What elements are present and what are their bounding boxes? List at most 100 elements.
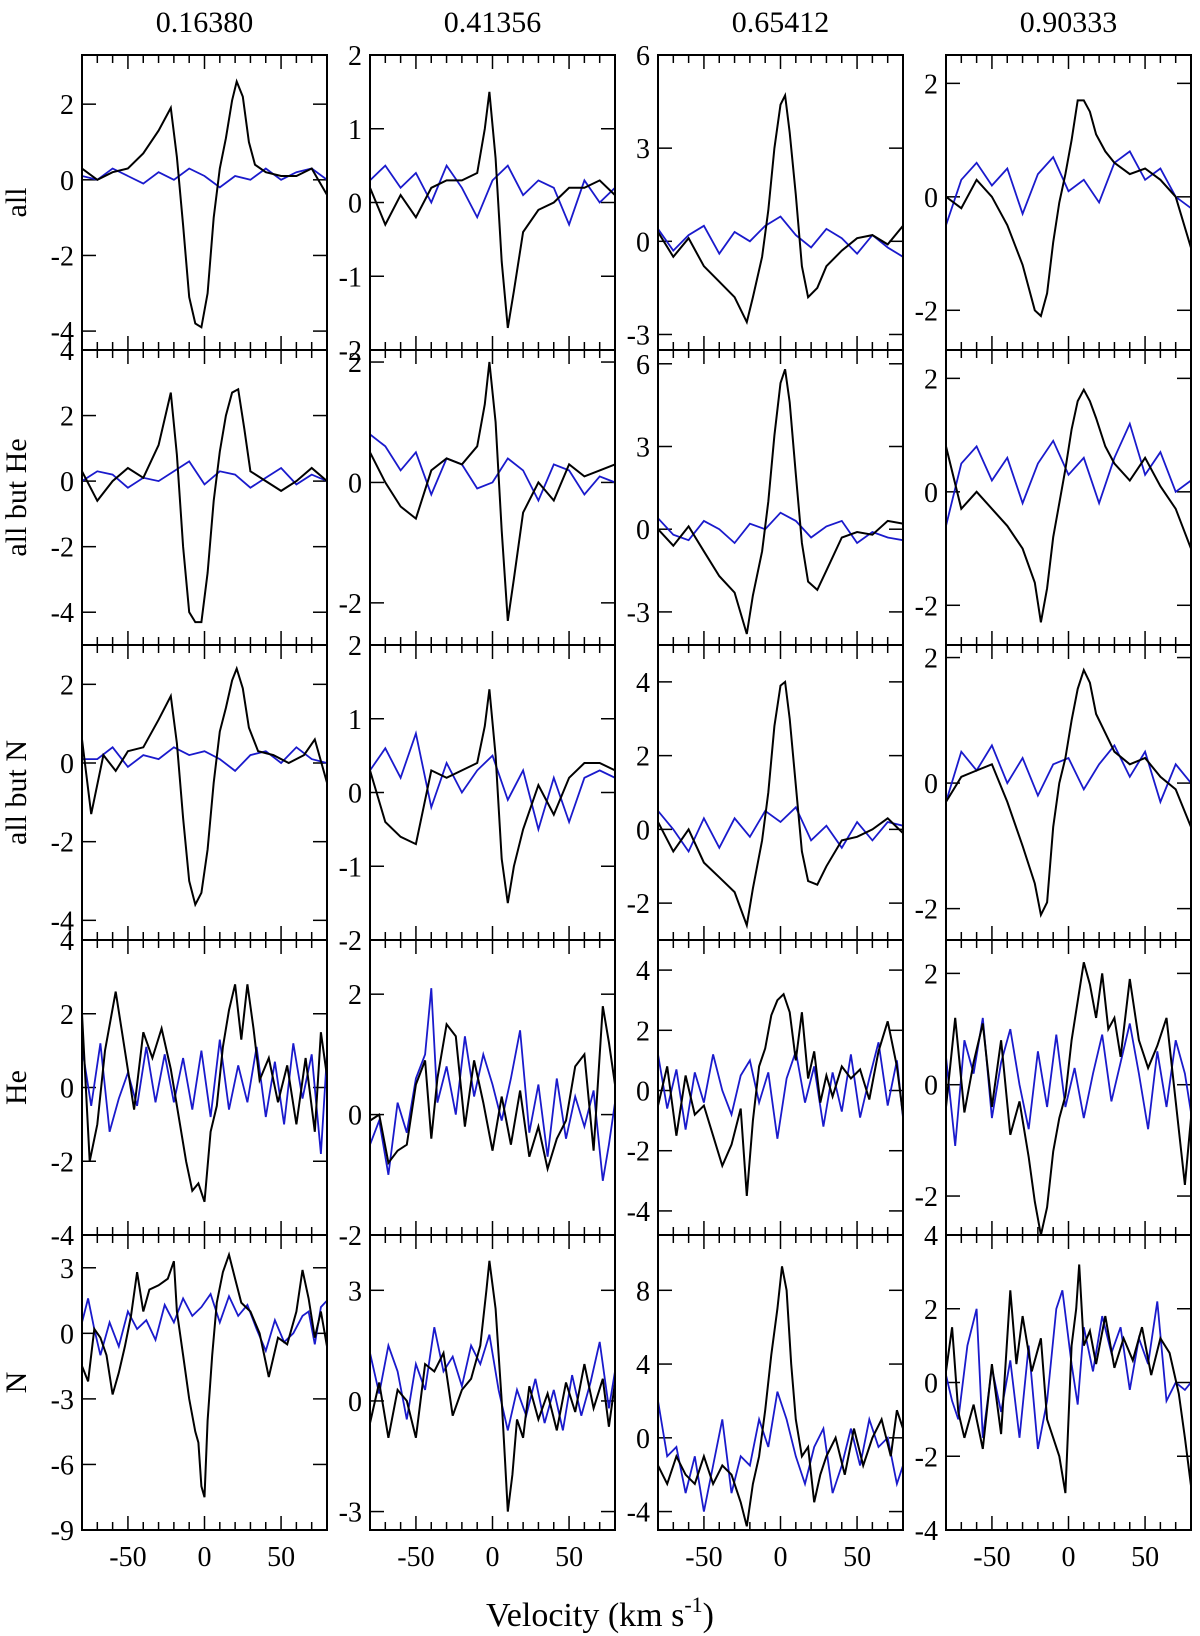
y-tick-label: 0 [924,769,938,800]
y-tick-label: 2 [636,742,650,773]
panel-3-3: -2 0 2 [915,939,1192,1236]
y-tick-label: 3 [636,432,650,463]
stokes-v-profile-line [658,368,903,635]
panel-4-2: -4 0 4 8 -50 0 50 [627,1234,904,1573]
stokes-v-profile-line [370,689,615,904]
y-tick-label: 0 [348,1101,362,1132]
null-profile-line [658,511,903,545]
panel-frame [945,939,1192,1236]
null-profile-line [370,730,615,833]
row-label: N [0,1372,33,1394]
y-tick-label: -4 [51,598,74,629]
x-axis-label: Velocity (km s-1) [486,1592,714,1634]
panel-frame [657,1234,904,1531]
stokes-v-profile-line [370,361,615,622]
null-profile-line [370,163,615,228]
stokes-v-profile-line [946,667,1191,919]
y-tick-label: -4 [51,317,74,348]
panel-0-3: -2 0 2 [915,54,1192,351]
panel-grid: -4-202-2-1012-3036-202-4-2024-202-3036-2… [0,6,1192,1573]
column-title: 0.16380 [156,6,254,39]
column-title: 0.65412 [732,6,830,39]
y-tick-label: 4 [60,926,74,957]
column-title: 0.41356 [444,6,542,39]
y-tick-label: 0 [636,515,650,546]
y-tick-label: 2 [924,959,938,990]
x-tick-label: 0 [774,1542,788,1573]
y-tick-label: 0 [60,1319,74,1350]
stokes-v-profile-line [658,679,903,930]
panel-frame [369,1234,616,1531]
y-tick-label: -2 [51,533,74,564]
y-tick-label: 3 [348,1276,362,1307]
null-profile-line [658,1042,903,1139]
null-profile-line [370,1327,615,1431]
y-tick-label: -2 [915,1442,938,1473]
x-tick-label: -50 [685,1542,722,1573]
column-title: 0.90333 [1020,6,1118,39]
stokes-v-profile-line [370,1006,615,1173]
x-axis-label-main: Velocity (km s [486,1597,684,1634]
y-tick-label: 0 [60,1074,74,1105]
stokes-v-profile-line [658,992,903,1196]
panel-frame [81,644,328,941]
y-tick-label: 0 [924,1369,938,1400]
x-tick-label: 0 [1062,1542,1076,1573]
row-label: all but He [0,438,33,556]
y-tick-label: 2 [636,1016,650,1047]
y-tick-label: 4 [636,956,650,987]
stokes-v-profile-line [946,387,1191,623]
y-tick-label: 1 [348,705,362,736]
y-tick-label: 2 [60,90,74,121]
null-profile-line [82,167,327,189]
y-tick-label: 0 [348,1387,362,1418]
panel-frame [81,1234,328,1531]
y-tick-label: 2 [924,1295,938,1326]
panel-1-1: -2 0 2 [339,348,616,646]
x-tick-label: -50 [109,1542,146,1573]
y-tick-label: 3 [60,1254,74,1285]
null-profile-line [658,1391,903,1512]
stokes-v-profile-line [370,91,615,329]
panel-1-2: -3 0 3 6 [627,349,904,646]
y-tick-label: 0 [924,478,938,509]
y-tick-label: -2 [51,241,74,272]
y-tick-label: -4 [915,1516,938,1547]
panel-4-0: -9 -6 -3 0 3 -50 0 50 [51,1234,328,1573]
y-tick-label: 2 [348,980,362,1011]
x-tick-label: 50 [555,1542,583,1573]
panel-frame [945,1234,1192,1531]
y-tick-label: 0 [60,467,74,498]
y-tick-label: -2 [627,1137,650,1168]
panel-4-1: -3 0 3 -50 0 50 [339,1234,616,1573]
y-tick-label: -4 [51,906,74,937]
y-tick-label: 8 [636,1276,650,1307]
y-tick-label: 0 [60,749,74,780]
stokes-v-profile-line [946,1264,1191,1494]
y-tick-label: -2 [915,296,938,327]
y-tick-label: 2 [348,41,362,72]
y-tick-label: 2 [924,69,938,100]
panel-frame [657,54,904,351]
stokes-v-profile-line [82,78,327,329]
null-profile-line [946,743,1191,805]
y-tick-label: 2 [60,670,74,701]
panel-1-0: -4 -2 0 2 4 [51,336,328,646]
y-tick-label: -2 [915,1182,938,1213]
y-tick-label: -1 [339,262,362,293]
panel-2-1: -2 -1 0 1 2 [339,631,616,957]
panel-2-0: -4 -2 0 2 [51,644,328,941]
y-tick-label: 0 [636,815,650,846]
x-tick-label: 50 [267,1542,295,1573]
y-tick-label: -2 [339,336,362,367]
x-tick-label: 50 [843,1542,871,1573]
y-tick-label: 2 [348,348,362,379]
null-profile-line [658,215,903,258]
y-tick-label: -3 [51,1385,74,1416]
x-axis-label-close: ) [703,1597,714,1634]
y-tick-label: 3 [636,134,650,165]
stokes-v-profile-line [370,1260,615,1512]
x-axis-label-superscript: -1 [684,1592,702,1617]
y-tick-label: -2 [915,895,938,926]
y-tick-label: -4 [627,1498,650,1529]
